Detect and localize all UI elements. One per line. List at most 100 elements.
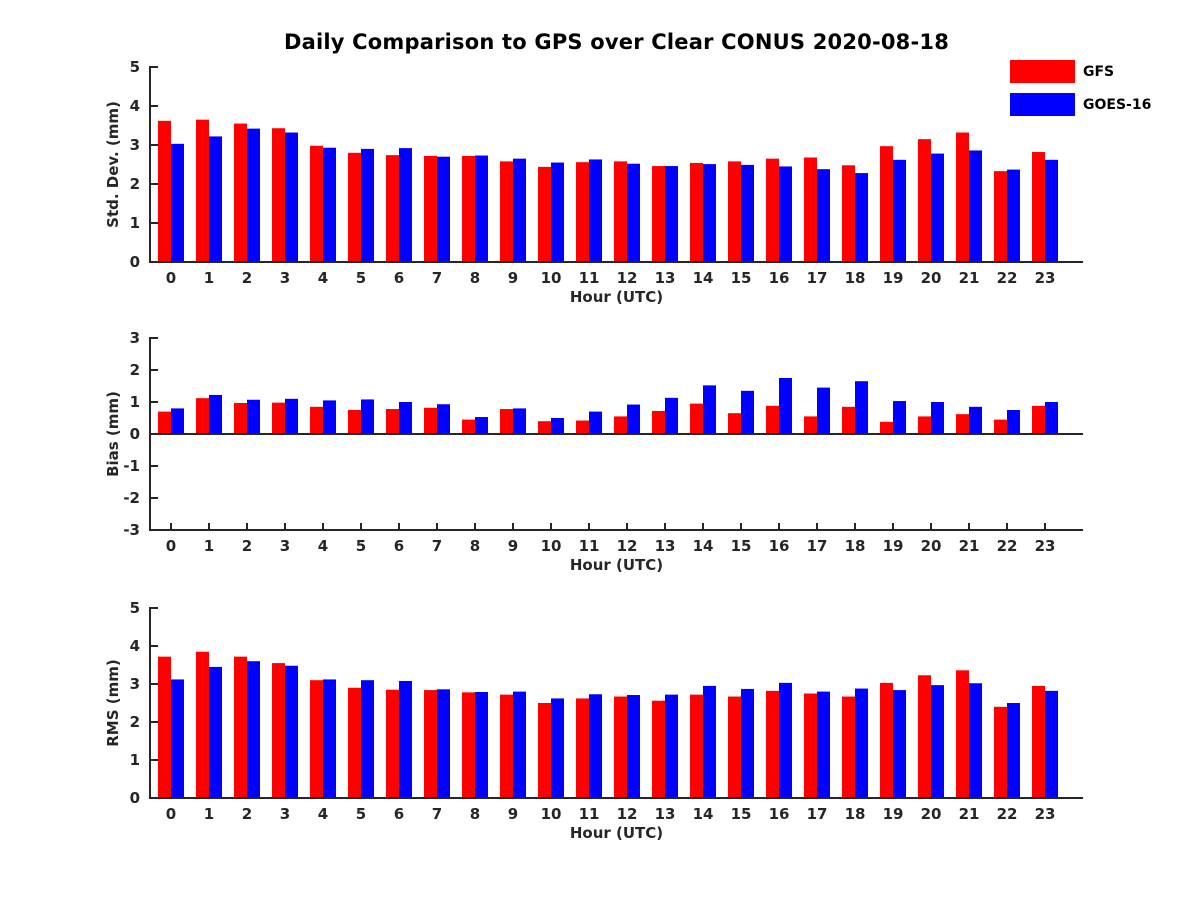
legend-label-gfs: GFS [1083, 63, 1115, 80]
bar-gfs-h3 [272, 663, 285, 798]
x-tick-label: 15 [731, 805, 752, 823]
bar-gfs-h7 [424, 155, 437, 262]
bar-goes-16-h21 [969, 683, 982, 798]
bar-goes-16-h3 [285, 398, 298, 434]
bar-goes-16-h12 [627, 404, 640, 434]
x-tick-label: 15 [731, 537, 752, 555]
bar-goes-16-h0 [171, 679, 184, 798]
x-tick-label: 0 [166, 269, 176, 287]
y-tick-label: 3 [130, 675, 140, 693]
bar-goes-16-h10 [551, 162, 564, 262]
bar-gfs-h8 [462, 155, 475, 262]
bar-goes-16-h8 [475, 417, 488, 434]
y-tick-label: -1 [123, 457, 140, 475]
bar-gfs-h3 [272, 402, 285, 434]
bar-gfs-h7 [424, 407, 437, 434]
bar-gfs-h10 [538, 421, 551, 434]
bar-gfs-h0 [158, 411, 171, 434]
bar-goes-16-h22 [1007, 169, 1020, 262]
bar-goes-16-h17 [817, 691, 830, 798]
x-tick-label: 18 [845, 269, 866, 287]
bar-gfs-h17 [804, 693, 817, 798]
bar-goes-16-h14 [703, 685, 716, 798]
bar-goes-16-h10 [551, 418, 564, 434]
bar-gfs-h17 [804, 416, 817, 434]
x-tick-label: 7 [432, 805, 442, 823]
y-axis-label: Bias (mm) [104, 391, 122, 477]
bar-gfs-h23 [1032, 152, 1045, 262]
bar-goes-16-h19 [893, 690, 906, 798]
bar-goes-16-h18 [855, 688, 868, 798]
bar-gfs-h6 [386, 155, 399, 262]
bar-gfs-h22 [994, 706, 1007, 798]
x-tick-label: 9 [508, 805, 518, 823]
bar-goes-16-h5 [361, 399, 374, 434]
bar-gfs-h5 [348, 687, 361, 798]
x-tick-label: 2 [242, 537, 252, 555]
x-tick-label: 19 [883, 269, 904, 287]
bar-gfs-h6 [386, 409, 399, 434]
bar-goes-16-h5 [361, 680, 374, 798]
x-tick-label: 18 [845, 805, 866, 823]
bar-gfs-h14 [690, 694, 703, 798]
bar-gfs-h11 [576, 420, 589, 434]
bar-gfs-h1 [196, 651, 209, 798]
x-tick-label: 10 [541, 269, 562, 287]
x-tick-label: 16 [769, 537, 790, 555]
y-tick-label: 5 [130, 599, 140, 617]
bar-goes-16-h7 [437, 156, 450, 262]
x-tick-label: 16 [769, 269, 790, 287]
bar-goes-16-h22 [1007, 410, 1020, 434]
bar-gfs-h13 [652, 410, 665, 434]
x-tick-label: 1 [204, 537, 214, 555]
y-tick-label: 1 [130, 214, 140, 232]
x-tick-label: 5 [356, 537, 366, 555]
bar-goes-16-h10 [551, 698, 564, 798]
bar-goes-16-h22 [1007, 703, 1020, 798]
bar-goes-16-h23 [1045, 402, 1058, 434]
bar-gfs-h12 [614, 416, 627, 434]
legend-swatch-gfs [1010, 60, 1075, 83]
y-tick-label: -3 [123, 521, 140, 539]
x-tick-label: 5 [356, 805, 366, 823]
y-tick-label: 5 [130, 58, 140, 76]
bar-gfs-h1 [196, 398, 209, 434]
x-tick-label: 3 [280, 805, 290, 823]
legend-item-goes16: GOES-16 [1010, 93, 1151, 116]
bar-gfs-h23 [1032, 685, 1045, 798]
bar-goes-16-h15 [741, 390, 754, 434]
x-tick-label: 2 [242, 805, 252, 823]
bar-gfs-h22 [994, 419, 1007, 434]
bar-goes-16-h6 [399, 402, 412, 434]
bar-goes-16-h1 [209, 394, 222, 434]
x-tick-label: 2 [242, 269, 252, 287]
bar-gfs-h15 [728, 696, 741, 798]
x-tick-label: 7 [432, 269, 442, 287]
x-tick-label: 13 [655, 805, 676, 823]
y-tick-label: 4 [130, 637, 140, 655]
bar-gfs-h21 [956, 414, 969, 434]
bar-gfs-h20 [918, 139, 931, 262]
y-tick-label: 1 [130, 393, 140, 411]
bar-goes-16-h1 [209, 136, 222, 262]
x-tick-label: 20 [921, 269, 942, 287]
bar-gfs-h12 [614, 696, 627, 798]
bar-goes-16-h0 [171, 143, 184, 262]
x-tick-label: 23 [1035, 537, 1056, 555]
x-tick-label: 3 [280, 269, 290, 287]
bar-goes-16-h7 [437, 689, 450, 798]
y-axis-label: RMS (mm) [104, 659, 122, 746]
bar-goes-16-h12 [627, 695, 640, 798]
x-tick-label: 17 [807, 805, 828, 823]
y-tick-label: 0 [130, 425, 140, 443]
x-tick-label: 22 [997, 537, 1018, 555]
x-tick-label: 20 [921, 805, 942, 823]
x-tick-label: 22 [997, 805, 1018, 823]
x-tick-label: 5 [356, 269, 366, 287]
x-tick-label: 10 [541, 537, 562, 555]
bar-goes-16-h14 [703, 385, 716, 434]
x-tick-label: 20 [921, 537, 942, 555]
bar-gfs-h18 [842, 406, 855, 434]
bar-gfs-h11 [576, 162, 589, 262]
